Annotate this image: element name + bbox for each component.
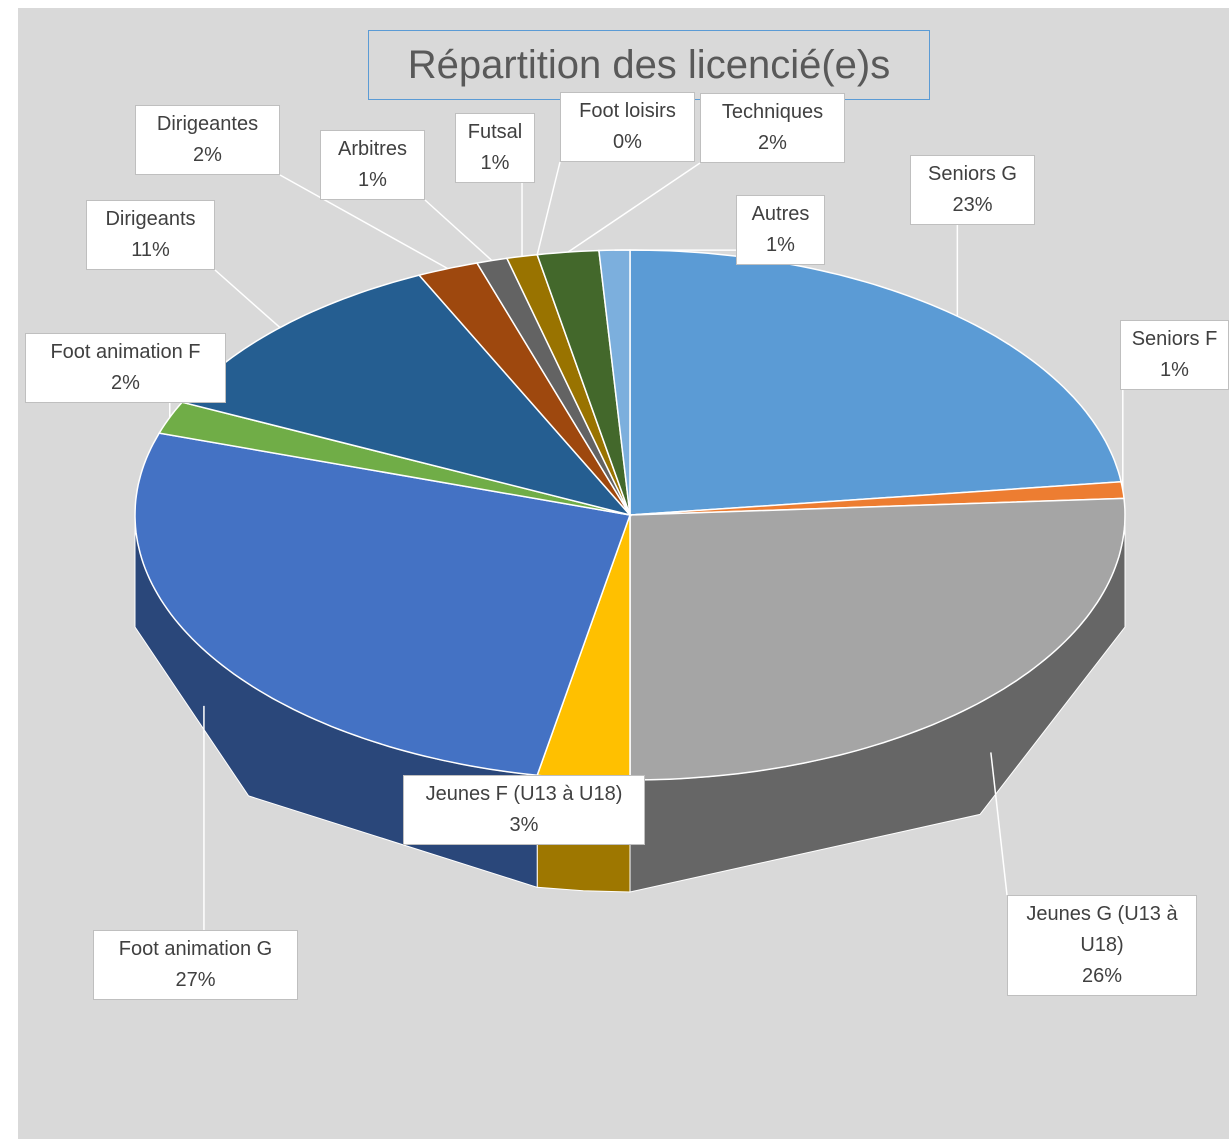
label-value: 23% bbox=[952, 194, 993, 216]
pie-slice bbox=[134, 432, 632, 777]
label-category: Foot animation F bbox=[50, 341, 201, 363]
leader-line bbox=[990, 752, 1008, 896]
label-category: Futsal bbox=[467, 121, 523, 143]
label-category: Dirigeantes bbox=[156, 113, 259, 135]
leader-line bbox=[567, 162, 701, 253]
label-value: 27% bbox=[175, 969, 216, 991]
data-label: Dirigeantes 2% bbox=[135, 105, 280, 175]
label-value: 2% bbox=[758, 132, 787, 154]
label-category: Jeunes F (U13 à U18) bbox=[425, 783, 623, 805]
label-value: 1% bbox=[766, 234, 795, 256]
data-label: Jeunes G (U13 à U18) 26% bbox=[1007, 895, 1197, 996]
pie-plot bbox=[134, 161, 1126, 930]
label-category: Foot loisirs bbox=[579, 100, 676, 122]
data-label: Jeunes F (U13 à U18) 3% bbox=[403, 775, 645, 845]
data-label: Futsal 1% bbox=[455, 113, 535, 183]
label-category: Arbitres bbox=[338, 138, 407, 160]
label-category: Seniors G bbox=[928, 163, 1017, 185]
label-category: Foot animation G bbox=[118, 938, 273, 960]
label-value: 1% bbox=[480, 152, 510, 174]
data-label: Techniques 2% bbox=[700, 93, 845, 163]
leader-line bbox=[536, 161, 561, 255]
data-label: Seniors F 1% bbox=[1120, 320, 1229, 390]
leader-line bbox=[214, 269, 281, 329]
data-label: Autres 1% bbox=[736, 195, 825, 265]
label-value: 26% bbox=[1081, 965, 1123, 987]
label-value: 2% bbox=[193, 144, 222, 166]
label-value: 11% bbox=[131, 239, 170, 261]
pie-slice bbox=[157, 401, 631, 516]
label-value: 0% bbox=[613, 131, 642, 153]
data-label: Foot animation F 2% bbox=[25, 333, 226, 403]
label-category: Autres bbox=[751, 203, 810, 225]
leader-line bbox=[279, 174, 449, 270]
label-category: Dirigeants bbox=[105, 208, 196, 230]
label-category: Seniors F bbox=[1131, 328, 1218, 350]
label-value: 2% bbox=[111, 372, 140, 394]
data-label: Arbitres 1% bbox=[320, 130, 425, 200]
data-label: Dirigeants 11% bbox=[86, 200, 215, 270]
data-label: Seniors G 23% bbox=[910, 155, 1035, 225]
label-value: 3% bbox=[509, 814, 539, 836]
label-category: Jeunes G (U13 à U18) bbox=[1026, 903, 1178, 956]
label-category: Techniques bbox=[721, 101, 824, 123]
pie-slice bbox=[629, 497, 1126, 781]
data-label: Foot loisirs 0% bbox=[560, 92, 695, 162]
chart-title: Répartition des licencié(e)s bbox=[368, 30, 930, 100]
pie-slice bbox=[629, 249, 1123, 516]
leader-line bbox=[424, 199, 493, 262]
label-value: 1% bbox=[1160, 359, 1189, 381]
data-label: Foot animation G 27% bbox=[93, 930, 298, 1000]
label-value: 1% bbox=[358, 169, 387, 191]
pie-slice bbox=[417, 262, 631, 516]
chart: Répartition des licencié(e)s Seniors G 23… bbox=[18, 8, 1229, 1139]
